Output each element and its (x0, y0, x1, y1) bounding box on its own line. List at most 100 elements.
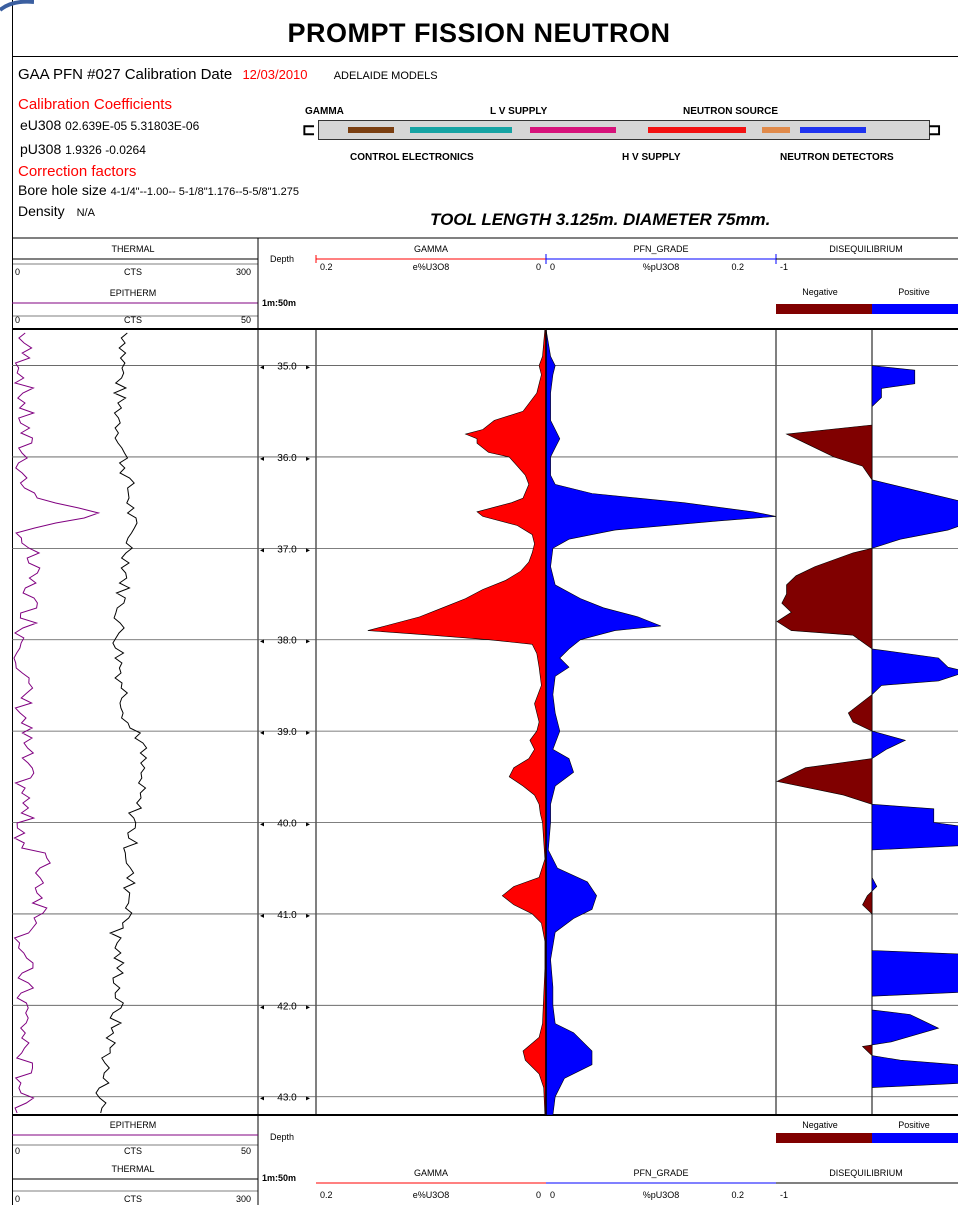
tool-segment-neutron-source (762, 127, 790, 133)
tool-label-gamma: GAMMA (305, 106, 344, 117)
epitherm-unit-label: CTS (124, 315, 142, 325)
tool-segment-lv-supply (530, 127, 616, 133)
footer-gamma-right: 0 (536, 1190, 541, 1200)
tool-length: TOOL LENGTH 3.125m. DIAMETER 75mm. (430, 210, 771, 229)
footer-positive-swatch (872, 1133, 958, 1143)
tool-segment-gamma (410, 127, 512, 133)
epitherm-trace (13, 332, 101, 1114)
depth-tick-arrow-icon: ◂ (260, 728, 264, 737)
title-divider (12, 56, 958, 57)
depth-tick-arrow-icon: ◂ (260, 545, 264, 554)
pfn-left-label: 0 (550, 262, 555, 272)
thermal-unit-label: CTS (124, 267, 142, 277)
depth-tick-arrow-icon: ▸ (306, 820, 310, 829)
depth-tick-label: 41.0 (277, 910, 297, 921)
depth-tick-arrow-icon: ▸ (306, 637, 310, 646)
depth-labels: 35.0 ◂ ▸ 36.0 ◂ ▸ 37.0 ◂ ▸ 38.0 ◂ ▸ 39.0 ◂ ▸ 40.0 ◂ ▸ 41.0… (260, 362, 310, 1104)
gamma-unit-label: e%U3O8 (413, 262, 450, 272)
correction-title: Correction factors (18, 163, 137, 180)
footer-gamma-title: GAMMA (414, 1168, 448, 1178)
footer-thermal-unit: CTS (124, 1194, 142, 1204)
footer-epitherm-min: 0 (15, 1146, 20, 1156)
calibration-date: 12/03/2010 (242, 67, 308, 82)
footer-pfn-left: 0 (550, 1190, 555, 1200)
depth-tick-arrow-icon: ◂ (260, 454, 264, 463)
depth-tick-arrow-icon: ◂ (260, 1094, 264, 1103)
pu308-coefficients: pU308 1.9326 -0.0264 (20, 141, 146, 157)
depth-tick-label: 37.0 (277, 544, 297, 555)
density-label: Density (18, 203, 65, 219)
pfn-right-label: 0.2 (731, 262, 744, 272)
depth-tick-label: 42.0 (277, 1001, 297, 1012)
depth-tick-arrow-icon: ▸ (306, 1002, 310, 1011)
calibration-title: Calibration Coefficients (18, 96, 172, 113)
depth-tick-arrow-icon: ◂ (260, 820, 264, 829)
gamma-track-title: GAMMA (414, 244, 448, 254)
footer-pfn-title: PFN_GRADE (633, 1168, 688, 1178)
footer-negative-swatch (776, 1133, 872, 1143)
footer-positive-label: Positive (898, 1120, 930, 1130)
footer-depth-label: Depth (270, 1132, 294, 1142)
bore-label: Bore hole size (18, 182, 107, 198)
bore-hole-line: Bore hole size 4-1/4"--1.00-- 5-1/8"1.17… (18, 182, 299, 198)
tool-label-hv-supply: H V SUPPLY (622, 152, 681, 163)
depth-tick-arrow-icon: ◂ (260, 363, 264, 372)
diseq-negative-swatch (776, 304, 872, 314)
density-value: N/A (76, 207, 95, 219)
footer-epitherm-max: 50 (241, 1146, 251, 1156)
bore-values: 4-1/4"--1.00-- 5-1/8"1.176--5-5/8"1.275 (110, 186, 300, 198)
depth-tick-arrow-icon: ▸ (306, 454, 310, 463)
tool-segment-hv-supply (648, 127, 746, 133)
depth-tick-label: 43.0 (277, 1093, 297, 1104)
tool-label-control-electronics: CONTROL ELECTRONICS (350, 152, 474, 163)
footer-pfn-unit: %pU3O8 (643, 1190, 680, 1200)
epitherm-max-label: 50 (241, 315, 251, 325)
depth-tick-arrow-icon: ◂ (260, 1002, 264, 1011)
eu308-values: 02.639E-05 5.31803E-06 (65, 119, 200, 133)
tool-tail-icon: ⊐ (928, 122, 942, 139)
epitherm-track-title: EPITHERM (110, 288, 157, 298)
hole-info-line: GAA PFN #027 Calibration Date 12/03/2010… (18, 66, 438, 83)
tool-label-neutron-source: NEUTRON SOURCE (683, 106, 779, 117)
depth-tick-arrow-icon: ▸ (306, 545, 310, 554)
footer-pfn-right: 0.2 (731, 1190, 744, 1200)
thermal-max-label: 300 (236, 267, 251, 277)
footer-gamma-left: 0.2 (320, 1190, 333, 1200)
eu308-coefficients: eU308 02.639E-05 5.31803E-06 (20, 117, 199, 133)
diseq-track-title: DISEQUILIBRIUM (829, 244, 903, 254)
disequilibrium-group (776, 329, 958, 1115)
tool-label-lv-supply: L V SUPPLY (490, 106, 548, 117)
left-frame-rule (12, 0, 13, 1205)
scale-header-label: 1m:50m (262, 298, 296, 308)
depth-tick-label: 36.0 (277, 453, 297, 464)
tool-head-icon: ⊏ (302, 122, 316, 139)
depth-tick-arrow-icon: ◂ (260, 637, 264, 646)
epitherm-min-label: 0 (15, 315, 20, 325)
models-label: ADELAIDE MODELS (333, 70, 438, 82)
hole-id-label: GAA PFN #027 Calibration Date (18, 66, 233, 83)
depth-tick-arrow-icon: ▸ (306, 363, 310, 372)
diseq-left-label: -1 (780, 262, 788, 272)
gamma-left-label: 0.2 (320, 262, 333, 272)
depth-tick-label: 35.0 (277, 362, 297, 373)
footer-thermal-max: 300 (236, 1194, 251, 1204)
pu308-values: 1.9326 -0.0264 (65, 143, 146, 157)
depth-tick-label: 38.0 (277, 636, 297, 647)
footer-thermal-title: THERMAL (111, 1164, 154, 1174)
pu308-label: pU308 (20, 141, 62, 157)
depth-tick-label: 39.0 (277, 727, 297, 738)
depth-gridlines (12, 365, 958, 1098)
footer-negative-label: Negative (802, 1120, 838, 1130)
footer-epitherm-title: EPITHERM (110, 1120, 157, 1130)
footer-diseq-left: -1 (780, 1190, 788, 1200)
footer-gamma-unit: e%U3O8 (413, 1190, 450, 1200)
footer-thermal-min: 0 (15, 1194, 20, 1204)
pfn-unit-label: %pU3O8 (643, 262, 680, 272)
pfn-track-title: PFN_GRADE (633, 244, 688, 254)
thermal-trace (95, 332, 148, 1114)
tool-segment-neutron-detectors (800, 127, 866, 133)
tool-body (318, 120, 930, 140)
gamma-area (367, 328, 547, 1116)
diseq-negative-label: Negative (802, 287, 838, 297)
